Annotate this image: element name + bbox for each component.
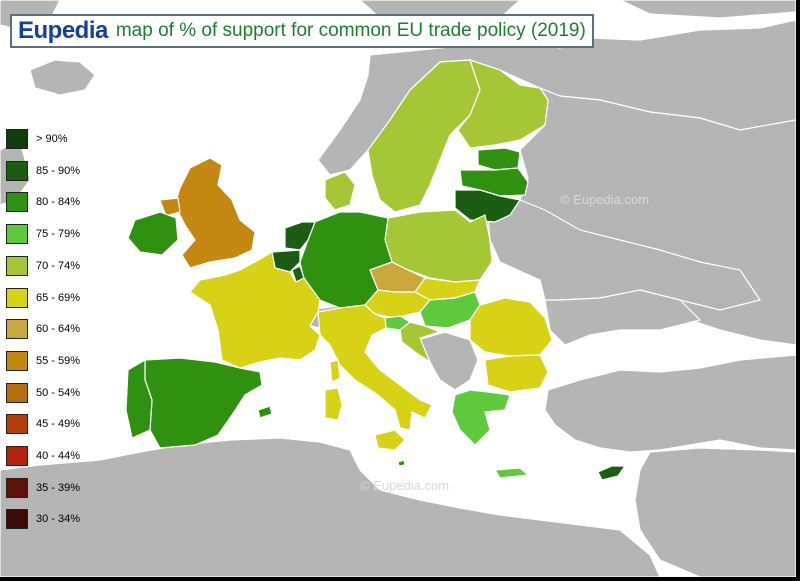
legend-label: 30 - 34% — [36, 513, 81, 526]
country-italy — [317, 304, 433, 431]
legend-item: 85 - 90% — [6, 160, 80, 182]
legend-swatch — [6, 414, 28, 435]
country-spain — [144, 357, 263, 449]
legend-label: 75 - 79% — [36, 228, 81, 241]
legend-swatch — [6, 224, 28, 245]
watermark: © Eupedia.com — [360, 478, 450, 493]
country-finland — [457, 59, 549, 149]
legend-swatch — [6, 382, 28, 403]
country-estonia — [477, 147, 521, 171]
country-france-corsica — [329, 359, 341, 383]
country-malta — [397, 459, 406, 467]
country-italy-sardinia — [324, 387, 343, 421]
country-bulgaria — [484, 354, 549, 393]
country-cyprus — [597, 465, 627, 481]
legend-item: 35 - 39% — [6, 477, 80, 499]
legend-item: 50 - 54% — [6, 382, 80, 404]
country-denmark — [324, 171, 356, 211]
legend-item: 30 - 34% — [6, 508, 80, 530]
country-uk-ni — [159, 197, 181, 217]
brand-logo: Eupedia — [18, 17, 108, 44]
map-title: map of % of support for common EU trade … — [115, 20, 586, 41]
country-netherlands — [284, 221, 316, 251]
country-greece-crete — [493, 467, 530, 479]
legend-item: 55 - 59% — [6, 350, 80, 372]
legend-swatch — [6, 287, 28, 308]
country-latvia — [459, 167, 529, 197]
legend-swatch — [6, 129, 28, 149]
legend-label: 40 - 44% — [36, 450, 81, 462]
legend-label: 80 - 84% — [36, 196, 81, 209]
legend-label: 85 - 90% — [36, 164, 81, 177]
legend-item: 45 - 49% — [6, 413, 80, 435]
legend-swatch — [6, 477, 28, 498]
country-greece — [451, 389, 511, 446]
country-ireland — [127, 211, 179, 256]
legend-label: 50 - 54% — [36, 386, 81, 399]
legend-item: 65 - 69% — [6, 287, 80, 309]
legend-item: 70 - 74% — [6, 255, 80, 277]
country-italy-sicily — [374, 429, 406, 451]
map-title-banner: Eupedia map of % of support for common E… — [10, 14, 594, 48]
legend-swatch — [6, 446, 28, 466]
legend-label: 60 - 64% — [36, 323, 81, 336]
legend-swatch — [6, 509, 28, 530]
legend-swatch — [6, 255, 28, 276]
legend-item: 80 - 84% — [6, 191, 80, 213]
legend-swatch — [6, 192, 28, 213]
legend-label: 55 - 59% — [36, 354, 81, 367]
country-france — [189, 251, 321, 369]
legend-swatch — [6, 319, 28, 340]
legend-item: > 90% — [6, 128, 68, 150]
country-portugal — [125, 358, 153, 439]
legend-item: 40 - 44% — [6, 445, 80, 467]
country-romania — [469, 297, 553, 357]
watermark: © Eupedia.com — [560, 192, 650, 207]
legend-item: 60 - 64% — [6, 318, 80, 340]
legend-label: 65 - 69% — [36, 291, 81, 304]
eu-countries — [125, 59, 627, 481]
country-lithuania — [454, 189, 521, 223]
legend-label: 35 - 39% — [36, 481, 81, 494]
legend-swatch — [6, 160, 28, 181]
legend-item: 75 - 79% — [6, 223, 80, 245]
country-croatia — [399, 321, 442, 364]
legend-label: > 90% — [36, 133, 68, 145]
legend-label: 70 - 74% — [36, 259, 81, 272]
legend-label: 45 - 49% — [36, 418, 81, 431]
legend-swatch — [6, 350, 28, 371]
country-spain-balearic — [257, 405, 273, 419]
country-uk — [174, 157, 256, 269]
